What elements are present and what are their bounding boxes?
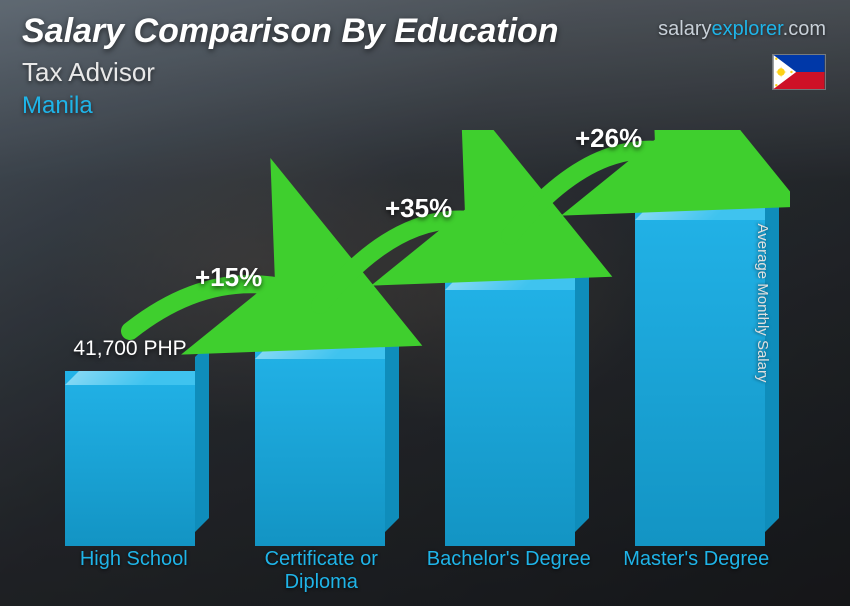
- bar-label: Bachelor's Degree: [424, 548, 594, 594]
- job-title: Tax Advisor: [22, 57, 828, 88]
- brand-logo: salaryexplorer.com: [658, 18, 826, 41]
- percent-increase: +15%: [195, 262, 262, 293]
- bar-value: 64,500 PHP: [453, 242, 566, 266]
- brand-tld: .com: [783, 18, 826, 40]
- bar-value: 41,700 PHP: [73, 337, 186, 361]
- bar: 41,700 PHP: [45, 337, 215, 546]
- percent-increase: +35%: [385, 193, 452, 224]
- brand-prefix: salary: [658, 18, 711, 40]
- bar: 47,900 PHP: [235, 311, 405, 546]
- brand-suffix: explorer: [712, 18, 783, 40]
- bar-chart: 41,700 PHP 47,900 PHP 64,500 PHP 81,100 …: [40, 130, 790, 594]
- bar-value: 47,900 PHP: [263, 311, 376, 335]
- bar-label: Certificate or Diploma: [236, 548, 406, 594]
- bar-label: High School: [49, 548, 219, 594]
- bar: 64,500 PHP: [425, 242, 595, 546]
- location: Manila: [22, 92, 828, 120]
- bar-value: 81,100 PHP: [643, 172, 756, 196]
- bar-label: Master's Degree: [611, 548, 781, 594]
- y-axis-label: Average Monthly Salary: [754, 224, 771, 383]
- flag-icon: [772, 54, 826, 90]
- percent-increase: +26%: [575, 123, 642, 154]
